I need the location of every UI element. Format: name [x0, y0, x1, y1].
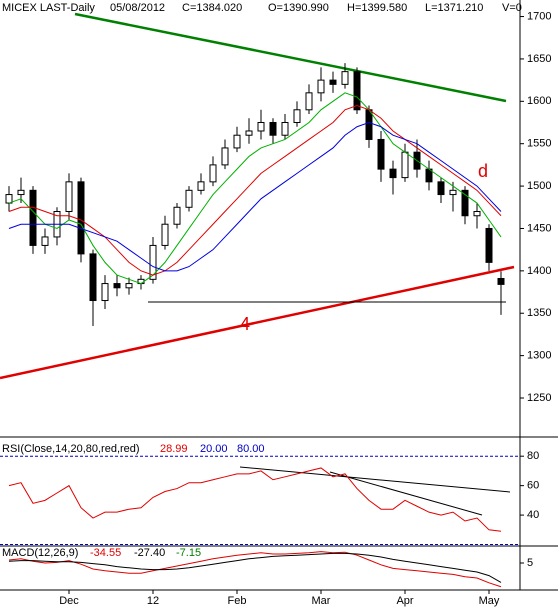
candle-body	[281, 122, 289, 136]
y-tick-label: 40	[527, 509, 539, 521]
y-tick-label: 80	[527, 450, 539, 462]
annotation: d	[478, 161, 488, 181]
series-line	[8, 121, 502, 272]
value-label: 28.99	[160, 443, 188, 455]
candle-body	[257, 122, 265, 132]
candle-body	[65, 181, 73, 213]
candle-body	[461, 189, 469, 217]
candle-body	[365, 109, 373, 140]
candle-body	[317, 79, 325, 94]
candle-body	[125, 283, 133, 289]
x-tick-label: Mar	[312, 595, 331, 607]
level-label: 20.00	[200, 443, 228, 455]
quote-label: V=0	[502, 2, 522, 14]
y-tick-label: 1700	[527, 10, 551, 22]
x-tick-label: Dec	[59, 595, 79, 607]
trend-line	[0, 265, 515, 380]
quote-label: C=1384.020	[182, 2, 242, 14]
quote-label: O=1390.990	[268, 2, 329, 14]
candle-body	[113, 283, 121, 289]
series-line	[8, 92, 502, 285]
candle-body	[473, 211, 481, 217]
candle-body	[101, 283, 109, 302]
y-tick-label: 5	[527, 557, 533, 569]
x-tick-label: Apr	[396, 595, 413, 607]
y-tick-label: 1600	[527, 95, 551, 107]
candle-body	[29, 189, 37, 246]
y-tick-label: 1400	[527, 265, 551, 277]
candle-body	[149, 244, 157, 280]
x-tick-label: May	[479, 595, 500, 607]
candle-body	[185, 189, 193, 208]
candle-body	[389, 168, 397, 179]
candle-body	[449, 189, 457, 196]
series-line	[8, 551, 502, 588]
x-tick-label: 12	[147, 595, 159, 607]
y-tick-label: 1300	[527, 350, 551, 362]
candle-body	[341, 71, 349, 85]
candle-body	[245, 130, 253, 136]
chart-title: MICEX LAST-Daily	[2, 2, 95, 14]
quote-label: H=1399.580	[347, 2, 407, 14]
candle-body	[305, 92, 313, 111]
value-label: -27.40	[134, 547, 165, 559]
candle-body	[173, 206, 181, 225]
rsi-trend-line	[239, 466, 511, 493]
y-tick-label: 1350	[527, 307, 551, 319]
level-label: 80.00	[237, 443, 265, 455]
y-tick-label: 1450	[527, 222, 551, 234]
series-line	[8, 552, 502, 583]
quote-label: L=1371.210	[425, 2, 483, 14]
candle-body	[221, 147, 229, 166]
candle-body	[293, 109, 301, 124]
y-tick-label: 1250	[527, 392, 551, 404]
series-line	[8, 467, 502, 532]
date-label: 05/08/2012	[110, 2, 165, 14]
candle-body	[161, 223, 169, 246]
candle-body	[89, 253, 97, 302]
candle-body	[353, 71, 361, 111]
series-line	[8, 105, 502, 276]
annotation: 4	[240, 314, 250, 334]
candle-body	[437, 181, 445, 196]
value-label: -7.15	[176, 547, 201, 559]
y-tick-label: 1550	[527, 138, 551, 150]
candle-body	[485, 227, 493, 263]
candle-body	[401, 151, 409, 179]
candle-body	[497, 277, 505, 285]
candle-body	[197, 181, 205, 191]
candle-body	[269, 122, 277, 136]
x-tick-label: Feb	[228, 595, 247, 607]
panel-title: MACD(12,26,9)	[2, 547, 78, 559]
candle-body	[233, 134, 241, 149]
value-label: -34.55	[90, 547, 121, 559]
trend-line	[74, 12, 507, 103]
y-tick-label: 1650	[527, 53, 551, 65]
y-tick-label: 60	[527, 480, 539, 492]
candle-body	[329, 79, 337, 85]
y-tick-label: 1500	[527, 180, 551, 192]
panel-title: RSI(Close,14,20,80,red,red)	[2, 443, 140, 455]
candle-body	[377, 138, 385, 170]
candle-body	[41, 236, 49, 246]
candle-body	[209, 164, 217, 183]
candle-body	[17, 189, 25, 196]
rsi-trend-line	[329, 471, 483, 516]
candle-body	[77, 181, 85, 255]
